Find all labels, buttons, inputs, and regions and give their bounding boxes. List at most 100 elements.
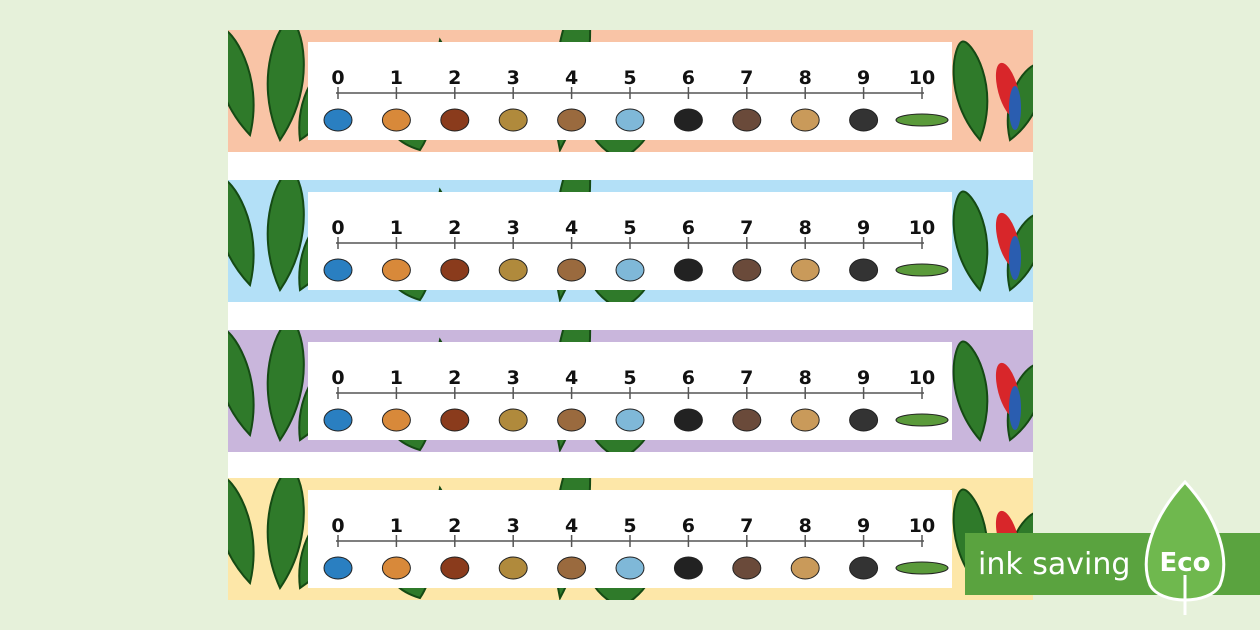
leaf (266, 330, 305, 443)
number: 8 (799, 67, 812, 89)
animal-icon (557, 108, 587, 132)
leaf (266, 478, 305, 591)
number: 5 (623, 67, 636, 89)
eco-label: Eco (1159, 548, 1210, 578)
number: 0 (331, 67, 344, 89)
leaf (228, 30, 255, 138)
animal-icon (323, 108, 353, 132)
number: 4 (565, 367, 578, 389)
number: 8 (799, 217, 812, 239)
animal-icon (323, 556, 353, 580)
number: 5 (623, 515, 636, 537)
animal-icon (895, 263, 949, 277)
number: 9 (857, 367, 870, 389)
strip: 0 1 2 3 4 5 6 7 8 9 10 (228, 330, 1033, 452)
animal-icon (849, 258, 879, 282)
number: 1 (390, 217, 403, 239)
number: 10 (909, 367, 935, 389)
animal-icon (381, 258, 411, 282)
number: 8 (799, 515, 812, 537)
number: 10 (909, 515, 935, 537)
number: 0 (331, 367, 344, 389)
number: 2 (448, 67, 461, 89)
animal-icon (615, 258, 645, 282)
animal-icon (557, 408, 587, 432)
number: 0 (331, 515, 344, 537)
leaf (952, 190, 989, 292)
number: 8 (799, 367, 812, 389)
leaf (228, 180, 255, 288)
number: 6 (682, 367, 695, 389)
number: 1 (390, 367, 403, 389)
animal-icon (498, 258, 528, 282)
parrot-wing (1009, 86, 1021, 130)
animal-icon (615, 556, 645, 580)
number: 3 (507, 367, 520, 389)
strips: 0 1 2 3 4 5 6 7 8 9 10 0 1 2 3 4 5 6 7 8 9 10 0 1 2 3 4 5 6 7 8 9 10 0 1 2 3… (228, 30, 1033, 600)
animal-icon (381, 556, 411, 580)
number: 3 (507, 67, 520, 89)
number: 4 (565, 217, 578, 239)
strip: 0 1 2 3 4 5 6 7 8 9 10 (228, 478, 1033, 600)
parrot-wing (1009, 236, 1021, 280)
animal-icon (381, 408, 411, 432)
animal-icon (557, 556, 587, 580)
animal-icon (895, 113, 949, 127)
animal-icon (732, 258, 762, 282)
animal-icon (440, 108, 470, 132)
number: 2 (448, 217, 461, 239)
number: 2 (448, 515, 461, 537)
leaf (266, 180, 305, 293)
number: 6 (682, 217, 695, 239)
animal-icon (440, 258, 470, 282)
animal-icon (615, 408, 645, 432)
badge-text: ink saving (978, 547, 1130, 582)
animal-icon (895, 561, 949, 575)
leaf (952, 40, 989, 142)
number: 3 (507, 217, 520, 239)
animal-icon (895, 413, 949, 427)
animal-icon (732, 556, 762, 580)
animal-icon (849, 108, 879, 132)
number: 7 (740, 367, 753, 389)
animal-icon (673, 408, 703, 432)
parrot-wing (1009, 386, 1021, 430)
animal-icon (790, 556, 820, 580)
number: 4 (565, 67, 578, 89)
number: 10 (909, 67, 935, 89)
animal-icon (440, 408, 470, 432)
animal-icon (673, 556, 703, 580)
leaf (952, 340, 989, 442)
number: 5 (623, 367, 636, 389)
animal-icon (673, 258, 703, 282)
number: 7 (740, 217, 753, 239)
animal-icon (790, 108, 820, 132)
animal-icon (323, 258, 353, 282)
animal-icon (615, 108, 645, 132)
animal-icon (790, 258, 820, 282)
animal-icon (381, 108, 411, 132)
number: 1 (390, 67, 403, 89)
number: 1 (390, 515, 403, 537)
animal-icon (673, 108, 703, 132)
leaf (228, 330, 255, 438)
number: 9 (857, 515, 870, 537)
number: 10 (909, 217, 935, 239)
number: 6 (682, 515, 695, 537)
animal-icon (732, 108, 762, 132)
animal-icon (557, 258, 587, 282)
animal-icon (849, 408, 879, 432)
number: 9 (857, 217, 870, 239)
number: 3 (507, 515, 520, 537)
animal-icon (732, 408, 762, 432)
leaf (266, 30, 305, 143)
strip: 0 1 2 3 4 5 6 7 8 9 10 (228, 180, 1033, 302)
eco-badge: ink saving Eco (965, 479, 1260, 615)
number: 5 (623, 217, 636, 239)
animal-icon (498, 408, 528, 432)
number: 0 (331, 217, 344, 239)
animal-icon (498, 556, 528, 580)
number: 7 (740, 67, 753, 89)
